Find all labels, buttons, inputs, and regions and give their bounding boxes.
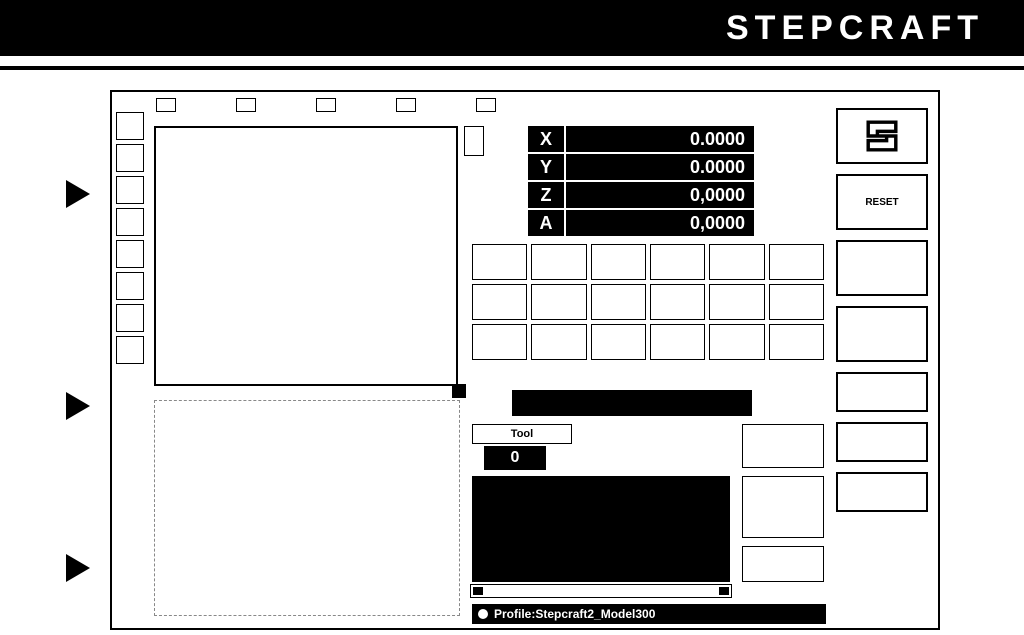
profile-status-bar: Profile: Stepcraft2_Model300: [472, 604, 826, 624]
aux-panel[interactable]: [742, 424, 824, 468]
console-scrollbar[interactable]: [470, 584, 732, 598]
jog-button[interactable]: [769, 284, 824, 320]
jog-button[interactable]: [591, 324, 646, 360]
toolbar-button[interactable]: [116, 272, 144, 300]
jog-button[interactable]: [709, 284, 764, 320]
reset-button[interactable]: RESET: [836, 174, 928, 230]
jog-button[interactable]: [531, 244, 586, 280]
axis-value-a[interactable]: 0,0000: [566, 210, 754, 236]
logo-button[interactable]: [836, 108, 928, 164]
jog-button[interactable]: [591, 244, 646, 280]
jog-button[interactable]: [709, 324, 764, 360]
jog-button[interactable]: [650, 244, 705, 280]
dro-row-a: A 0,0000: [528, 210, 754, 236]
jog-button[interactable]: [472, 244, 527, 280]
dro-row-y: Y 0.0000: [528, 154, 754, 180]
annotation-marker: [66, 392, 90, 420]
axis-value-z[interactable]: 0,0000: [566, 182, 754, 208]
jog-button[interactable]: [531, 324, 586, 360]
right-button[interactable]: [836, 422, 928, 462]
toolbar-button[interactable]: [116, 112, 144, 140]
toolbar-button[interactable]: [116, 240, 144, 268]
axis-label-a[interactable]: A: [528, 210, 564, 236]
jog-button[interactable]: [650, 284, 705, 320]
dro-row-z: Z 0,0000: [528, 182, 754, 208]
tool-number-display[interactable]: 0: [484, 446, 546, 470]
left-toolbar: [116, 112, 146, 364]
right-button[interactable]: [836, 240, 928, 296]
axis-label-z[interactable]: Z: [528, 182, 564, 208]
jog-button[interactable]: [472, 324, 527, 360]
jog-button[interactable]: [769, 244, 824, 280]
jog-button[interactable]: [591, 284, 646, 320]
console-output[interactable]: [472, 476, 730, 582]
jog-button[interactable]: [472, 284, 527, 320]
jog-button[interactable]: [709, 244, 764, 280]
axis-value-y[interactable]: 0.0000: [566, 154, 754, 180]
axis-label-y[interactable]: Y: [528, 154, 564, 180]
aux-panel[interactable]: [742, 546, 824, 582]
jog-button-grid: [472, 244, 824, 360]
scroll-right-icon[interactable]: [719, 587, 729, 595]
axis-value-x[interactable]: 0.0000: [566, 126, 754, 152]
stepcraft-logo-icon: [859, 113, 905, 159]
toolpath-viewport[interactable]: [154, 126, 458, 386]
annotation-marker: [66, 180, 90, 208]
menu-item[interactable]: [236, 98, 256, 112]
gcode-list[interactable]: [154, 400, 460, 616]
jog-button[interactable]: [650, 324, 705, 360]
viewport-resize-handle[interactable]: [452, 384, 466, 398]
annotation-marker: [66, 554, 90, 582]
viewport-control[interactable]: [464, 126, 484, 156]
menu-item[interactable]: [396, 98, 416, 112]
menu-bar: [156, 98, 928, 120]
brand-name: STEPCRAFT: [726, 9, 984, 48]
status-led-icon: [478, 609, 488, 619]
toolbar-button[interactable]: [116, 208, 144, 236]
app-window: X 0.0000 Y 0.0000 Z 0,0000 A 0,0000 RESE…: [110, 90, 940, 630]
profile-name: Stepcraft2_Model300: [535, 607, 655, 621]
right-button[interactable]: [836, 372, 928, 412]
toolbar-button[interactable]: [116, 144, 144, 172]
coordinate-readout: X 0.0000 Y 0.0000 Z 0,0000 A 0,0000: [528, 126, 754, 238]
right-button[interactable]: [836, 472, 928, 512]
menu-item[interactable]: [156, 98, 176, 112]
header-divider: [0, 66, 1024, 70]
scroll-left-icon[interactable]: [473, 587, 483, 595]
axis-label-x[interactable]: X: [528, 126, 564, 152]
menu-item[interactable]: [316, 98, 336, 112]
right-button-column: RESET: [836, 108, 928, 512]
right-button[interactable]: [836, 306, 928, 362]
toolbar-button[interactable]: [116, 304, 144, 332]
toolbar-button[interactable]: [116, 336, 144, 364]
jog-button[interactable]: [769, 324, 824, 360]
brand-bar: STEPCRAFT: [0, 0, 1024, 56]
aux-panel[interactable]: [742, 476, 824, 538]
dro-row-x: X 0.0000: [528, 126, 754, 152]
jog-button[interactable]: [531, 284, 586, 320]
profile-prefix: Profile:: [494, 607, 535, 621]
tool-label: Tool: [472, 424, 572, 444]
toolbar-button[interactable]: [116, 176, 144, 204]
menu-item[interactable]: [476, 98, 496, 112]
feed-override-bar[interactable]: [512, 390, 752, 416]
